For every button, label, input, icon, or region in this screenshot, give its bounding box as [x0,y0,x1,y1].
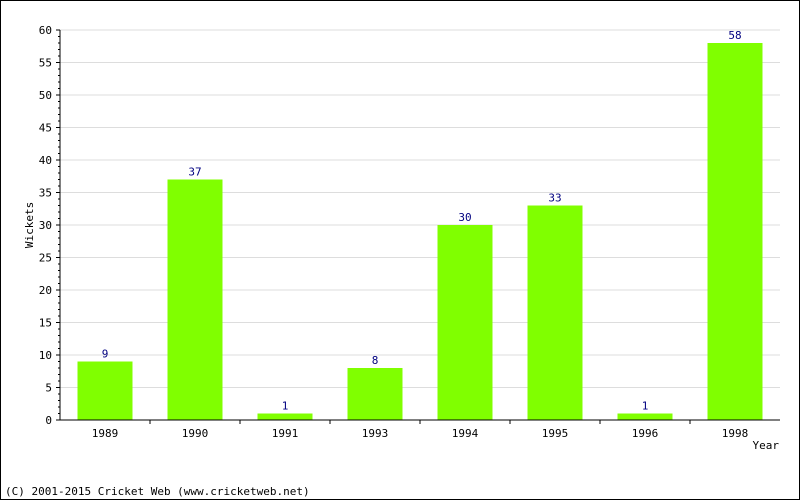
data-label: 33 [548,192,561,205]
y-ticks: 0 5 10 15 20 25 30 35 40 45 50 55 60 [39,24,60,427]
y-tick-label: 5 [45,382,52,395]
y-tick-label: 10 [39,349,52,362]
bar-1991 [257,413,313,420]
y-tick-label: 60 [39,24,52,37]
bar-1990 [167,179,223,420]
data-label: 30 [458,211,471,224]
x-tick-label: 1991 [272,427,299,440]
data-label: 37 [188,166,201,179]
bar-1993 [347,368,403,420]
y-tick-label: 15 [39,317,52,330]
x-tick-label: 1995 [542,427,569,440]
y-tick-label: 25 [39,252,52,265]
y-axis-title: Wickets [23,202,36,248]
x-tick-label: 1990 [182,427,209,440]
bar-1998 [707,43,763,420]
y-tick-label: 20 [39,284,52,297]
bars [77,43,763,420]
x-axis-title: Year [753,439,780,452]
y-tick-label: 55 [39,57,52,70]
x-tick-label: 1994 [452,427,479,440]
x-tick-label: 1996 [632,427,659,440]
y-tick-label: 40 [39,154,52,167]
footer-copyright: (C) 2001-2015 Cricket Web (www.cricketwe… [5,485,310,498]
x-ticks: 1989 1990 1991 1993 1994 1995 1996 1998 [92,420,749,440]
data-label: 58 [728,29,741,42]
x-tick-label: 1993 [362,427,389,440]
bar-1995 [527,205,583,420]
y-tick-label: 30 [39,219,52,232]
data-labels: 9 37 1 8 30 33 1 58 [102,29,742,413]
y-tick-label: 35 [39,187,52,200]
bar-1994 [437,225,493,420]
data-label: 1 [282,400,289,413]
y-tick-label: 50 [39,89,52,102]
bar-1989 [77,361,133,420]
x-tick-label: 1998 [722,427,749,440]
y-tick-label: 0 [45,414,52,427]
data-label: 1 [642,400,649,413]
data-label: 9 [102,348,109,361]
y-tick-label: 45 [39,122,52,135]
data-label: 8 [372,354,379,367]
x-tick-label: 1989 [92,427,119,440]
bar-1996 [617,413,673,420]
